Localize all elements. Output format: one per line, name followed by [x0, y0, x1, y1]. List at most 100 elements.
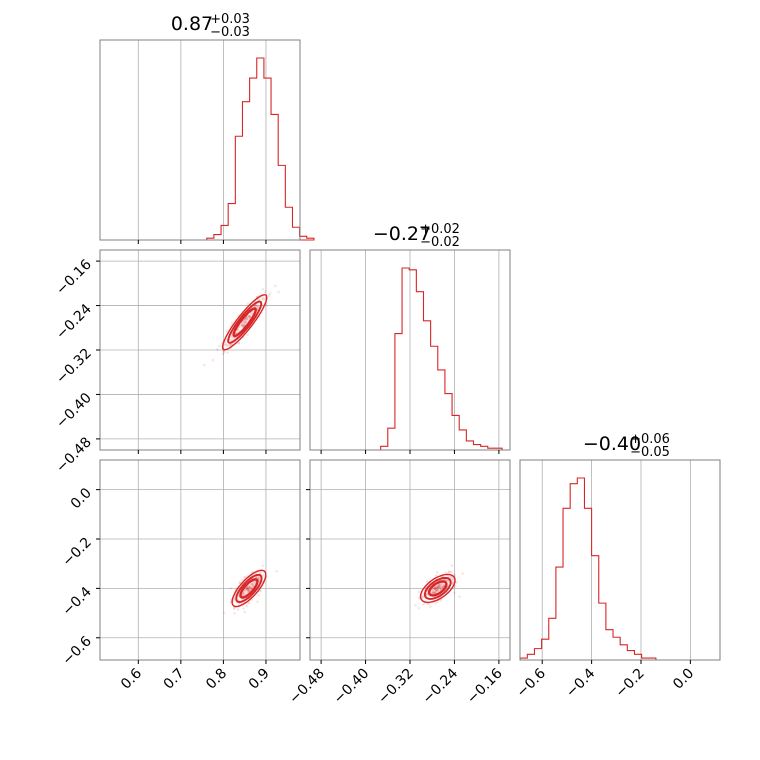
scatter-point [439, 582, 443, 586]
scatter-point [246, 333, 249, 337]
scatter-point [250, 587, 253, 590]
scatter-point [230, 342, 234, 346]
scatter-point [444, 578, 448, 582]
panel-title-1: −0.27 [373, 223, 431, 245]
scatter-point [431, 588, 435, 591]
panel-0-0: 0.87+0.03−0.03 [99, 12, 315, 244]
scatter-point [434, 589, 438, 593]
scatter-point [455, 581, 459, 584]
scatter-point [430, 591, 434, 595]
scatter-point [432, 587, 436, 591]
scatter-point [438, 587, 442, 591]
axis-frame [99, 459, 301, 661]
scatter-point [241, 324, 244, 328]
scatter-point [261, 287, 264, 291]
scatter-point [244, 320, 248, 323]
scatter-point [246, 587, 249, 591]
scatter-point [255, 303, 259, 306]
scatter-point [247, 589, 251, 593]
scatter-point [453, 591, 456, 595]
scatter-point [439, 583, 443, 587]
scatter-point [447, 570, 451, 574]
scatter-point [422, 603, 425, 606]
scatter-point [433, 585, 437, 589]
scatter-point [461, 572, 464, 576]
scatter-point [451, 581, 455, 584]
scatter-point [234, 331, 238, 335]
scatter-point [451, 577, 455, 581]
histogram-0 [100, 57, 315, 241]
scatter-point [230, 321, 234, 324]
scatter-point [436, 588, 440, 592]
scatter-point [240, 323, 244, 327]
title-minus-error: −0.03 [210, 25, 250, 40]
scatter-point [246, 319, 249, 322]
scatter-point [261, 296, 265, 299]
scatter-point [450, 570, 453, 574]
scatter-point [233, 597, 236, 600]
scatter-point [222, 611, 226, 615]
scatter-point [226, 351, 229, 354]
scatter-point [421, 595, 424, 598]
title-minus-error: −0.05 [630, 445, 670, 460]
scatter-point [251, 585, 254, 589]
scatter-point [222, 350, 225, 353]
scatter-point [236, 329, 239, 332]
scatter-point [440, 584, 444, 588]
scatter-point [239, 324, 243, 327]
scatter-point [248, 315, 251, 319]
scatter-point [277, 290, 281, 294]
histogram-2 [519, 477, 720, 661]
panel-2-0: 0.6 0.7 0.8 0.9 −0.6 −0.4 −0.2 0.0 [59, 459, 301, 693]
contour-level [235, 573, 263, 603]
scatter-point [242, 592, 246, 595]
scatter-point [228, 344, 231, 347]
scatter-point [436, 589, 439, 592]
scatter-point [244, 589, 247, 593]
scatter-point [436, 589, 439, 593]
x-tick-label: −0.24 [420, 665, 462, 707]
scatter-point [450, 564, 454, 568]
scatter-point [247, 587, 251, 590]
axis-frame [519, 459, 721, 661]
scatter-point [441, 585, 445, 589]
scatter-point [434, 588, 438, 592]
scatter-point [241, 323, 245, 327]
scatter-point [258, 578, 261, 581]
scatter-point [425, 580, 429, 583]
scatter-point [251, 585, 255, 588]
scatter-point [449, 575, 453, 579]
x-tick-label: −0.48 [286, 666, 328, 708]
scatter-point [448, 570, 451, 573]
scatter-point [248, 585, 251, 589]
y-tick-label: −0.16 [53, 257, 95, 299]
scatter-point [243, 588, 247, 592]
scatter-point [247, 586, 250, 590]
scatter-point [247, 314, 251, 318]
y-tick-label: −0.2 [59, 535, 94, 570]
contour-level [423, 576, 452, 600]
contour-level [221, 294, 268, 351]
contour-level [427, 580, 448, 597]
y-tick-label: 0.0 [68, 485, 95, 512]
scatter-point [244, 317, 247, 321]
scatter-point [433, 585, 437, 589]
x-tick-label: 0.0 [670, 666, 697, 693]
y-tick-label: −0.48 [53, 434, 95, 476]
x-tick-label: −0.2 [612, 666, 647, 701]
scatter-point [421, 595, 425, 599]
scatter-point [257, 593, 260, 597]
scatter-point [427, 602, 430, 606]
scatter-point [216, 348, 219, 351]
scatter-point [441, 585, 445, 589]
scatter-point [268, 292, 272, 295]
scatter-point [245, 585, 249, 589]
scatter-point [434, 586, 438, 589]
scatter-point [433, 591, 437, 595]
scatter-point [440, 585, 443, 589]
scatter-point [244, 587, 247, 591]
scatter-point [242, 320, 246, 324]
scatter-point [440, 587, 443, 591]
scatter-point [436, 585, 440, 588]
